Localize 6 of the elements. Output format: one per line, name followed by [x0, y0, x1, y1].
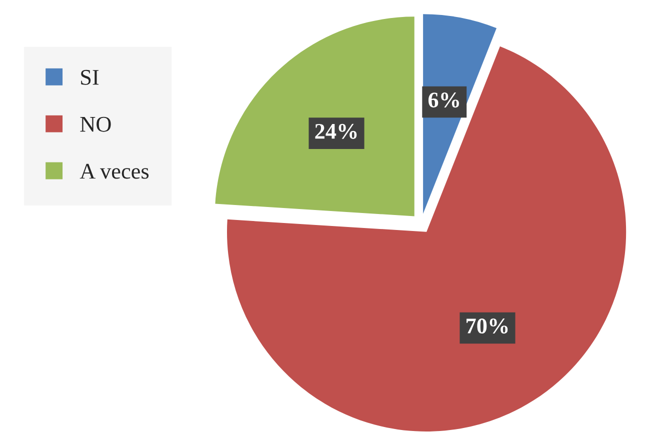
data-label: 70%: [466, 318, 508, 334]
legend-label: NO: [80, 116, 111, 132]
data-label: 24%: [315, 124, 357, 139]
legend-label: SI: [81, 70, 99, 85]
legend-label: A veces: [80, 164, 149, 179]
data-label: 6%: [428, 92, 459, 108]
